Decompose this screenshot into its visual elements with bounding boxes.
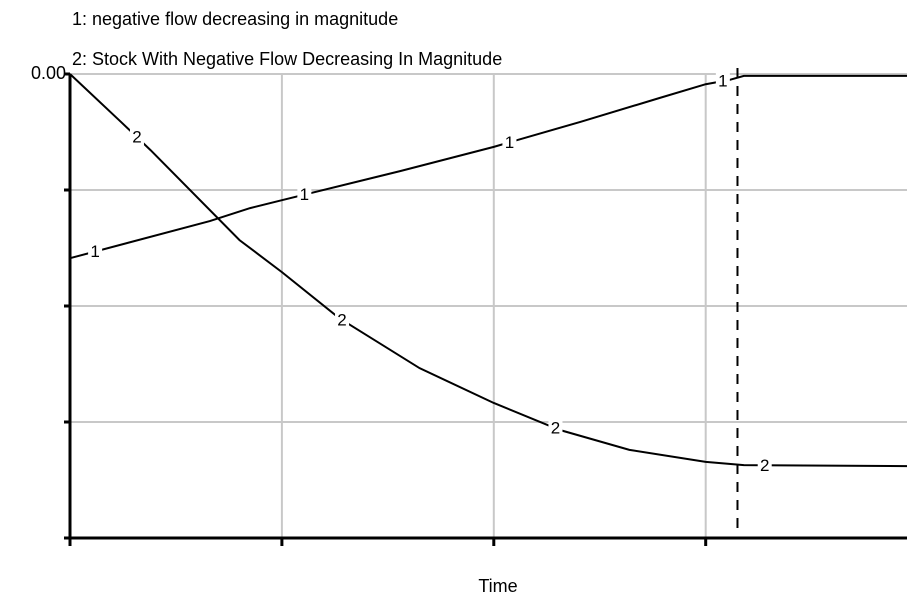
legend-entry: 1: negative flow decreasing in magnitude: [72, 9, 398, 29]
line-label-bg: [548, 419, 563, 438]
line-label: 1: [300, 185, 309, 204]
line-label: 2: [132, 128, 141, 147]
line-label-bg: [715, 72, 730, 91]
line-label-bg: [297, 185, 312, 204]
x-axis-label: Time: [478, 576, 517, 596]
line-label-bg: [88, 242, 103, 261]
line-label-bg: [335, 310, 350, 329]
line-label: 2: [760, 456, 769, 475]
line-label-bg: [757, 456, 772, 475]
legend-entry: 2: Stock With Negative Flow Decreasing I…: [72, 49, 502, 69]
line-label: 2: [551, 419, 560, 438]
line-label-bg: [502, 133, 517, 152]
line-label: 1: [505, 133, 514, 152]
line-label-bg: [129, 128, 144, 147]
line-label: 1: [718, 72, 727, 91]
series-line: [69, 73, 907, 468]
y-tick-label: 0.00: [31, 63, 66, 83]
series-line: [69, 74, 907, 260]
line-label: 1: [90, 242, 99, 261]
line-label: 2: [337, 310, 346, 329]
